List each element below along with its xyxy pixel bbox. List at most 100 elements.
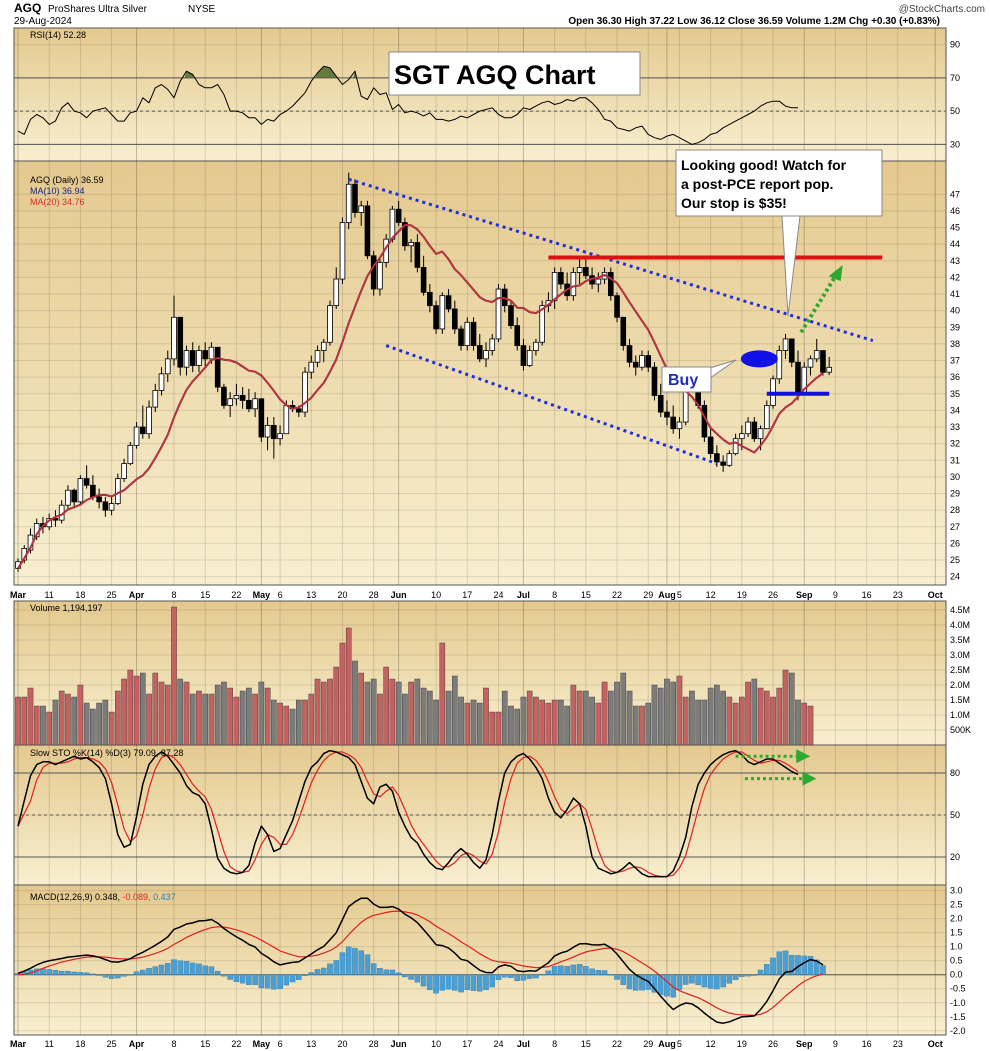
candle-body: [439, 295, 446, 330]
candle-body: [570, 272, 577, 297]
volume-bar: [620, 672, 627, 746]
volume-tick-label: 2.5M: [950, 665, 970, 675]
candle-body: [102, 501, 109, 511]
volume-bar: [801, 702, 808, 746]
macd-histogram-bar: [108, 974, 115, 979]
volume-bar: [58, 690, 65, 746]
volume-bar: [252, 693, 258, 746]
candle-body: [352, 183, 358, 213]
volume-bar: [164, 684, 171, 746]
macd-histogram-bar: [564, 966, 570, 975]
volume-bar: [788, 672, 795, 746]
x-tick-label: 15: [581, 590, 591, 600]
volume-bar: [614, 681, 620, 746]
volume-bar: [427, 690, 433, 746]
y-axes: 30 50 70 90 24 25 26 27 28 29 30 31 32 33 34 35 36 37 38 39…: [950, 40, 971, 1036]
macd-histogram-bar: [77, 972, 84, 975]
volume-tick-label: 1.5M: [950, 695, 970, 705]
volume-bar: [420, 687, 427, 746]
x-tick-label: 11: [45, 590, 54, 600]
x-tick-label: 19: [737, 590, 747, 600]
candle-body: [308, 361, 315, 373]
volume-bar: [108, 711, 115, 746]
x-tick-label: 28: [369, 590, 379, 600]
macd-histogram-bar: [545, 970, 552, 975]
candle-body: [632, 361, 639, 368]
x-tick-label: Mar: [10, 590, 27, 600]
chart-symbol: AGQ: [14, 1, 41, 15]
volume-bar: [745, 681, 751, 746]
macd-histogram-bar: [127, 974, 134, 976]
candle-body: [614, 295, 620, 318]
chart-date: 29-Aug-2024: [14, 16, 72, 27]
macd-histogram-bar: [96, 974, 102, 976]
volume-bar: [514, 708, 520, 746]
price-tick-label: 27: [950, 522, 960, 532]
macd-histogram-bar: [140, 969, 146, 975]
volume-plot: [15, 606, 814, 746]
volume-bar: [83, 702, 90, 746]
x-tick-label-bottom: 15: [200, 1039, 210, 1049]
x-tick-label-bottom: 19: [737, 1039, 747, 1049]
volume-bar: [645, 702, 652, 746]
volume-bar: [608, 690, 614, 746]
candle-body: [751, 421, 758, 440]
volume-bar: [508, 705, 514, 746]
x-tick-label-bottom: Jun: [391, 1039, 407, 1049]
candle-body: [108, 503, 115, 511]
macd-histogram-bar: [508, 974, 514, 978]
sto-plot: [14, 749, 946, 878]
x-tick-label: 8: [552, 590, 557, 600]
volume-tick-label: 2.0M: [950, 680, 970, 690]
candle-body: [370, 255, 377, 290]
sto-arrowhead: [796, 749, 811, 764]
candle-body: [127, 444, 134, 465]
volume-bar: [158, 681, 165, 746]
x-tick-label: 15: [200, 590, 210, 600]
moving-averages: [17, 224, 824, 569]
volume-tick-label: 4.0M: [950, 620, 970, 630]
ma10-legend: MA(10) 36.94: [30, 186, 85, 196]
volume-bar: [52, 699, 59, 746]
price-tick-label: 44: [950, 239, 960, 249]
x-tick-label: 24: [493, 590, 503, 600]
macd-histogram-bar: [370, 963, 377, 975]
macd-tick-label: -0.5: [950, 984, 966, 994]
callout-line-3: Our stop is $35!: [681, 195, 787, 211]
macd-histogram-bar: [214, 970, 221, 975]
price-tick-label: 35: [950, 389, 960, 399]
x-tick-label: 12: [706, 590, 716, 600]
x-tick-label-bottom: 11: [45, 1039, 54, 1049]
candle-body: [576, 267, 583, 273]
rsi-tick-label: 90: [950, 40, 960, 50]
price-tick-label: 39: [950, 322, 960, 332]
candle-body: [707, 436, 714, 455]
macd-histogram-bar: [277, 974, 283, 989]
candle-body: [171, 316, 177, 360]
volume-bar: [739, 696, 745, 746]
price-tick-label: 36: [950, 372, 960, 382]
volume-bar: [732, 702, 739, 746]
macd-histogram-bar: [202, 965, 208, 975]
candle-body: [651, 366, 658, 396]
x-tick-label: 23: [893, 590, 903, 600]
macd-histogram-bar: [452, 974, 458, 991]
candle-body: [489, 338, 496, 351]
macd-tick-label: 1.0: [950, 942, 963, 952]
volume-bar: [395, 681, 402, 746]
volume-bar: [258, 681, 265, 746]
volume-bar: [570, 684, 577, 746]
volume-bar: [689, 690, 695, 746]
candle-body: [271, 424, 277, 440]
volume-bar: [202, 693, 209, 746]
candle-body: [670, 416, 676, 430]
macd-histogram-bar: [402, 974, 408, 978]
candle-body: [495, 288, 502, 340]
macd-histogram-bar: [458, 974, 464, 993]
x-axes: Mar Mar 11 11 18 18 25 25 Apr Apr 8 8 15 15 22 22 May May…: [10, 590, 943, 1049]
volume-bar: [501, 690, 508, 746]
price-tick-label: 33: [950, 422, 960, 432]
volume-bar: [239, 690, 246, 746]
x-tick-label: 6: [278, 590, 283, 600]
macd-histogram-bar: [583, 966, 589, 975]
